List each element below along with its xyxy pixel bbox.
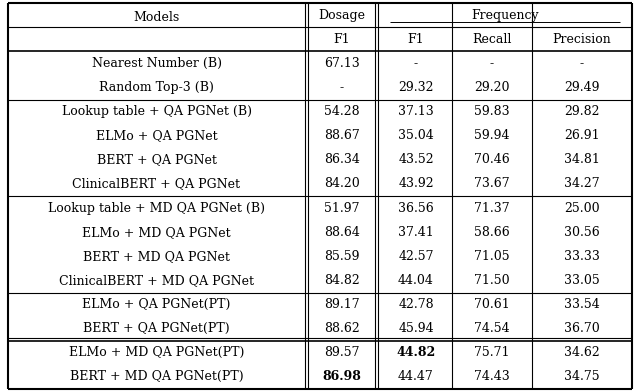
- Text: Random Top-3 (B): Random Top-3 (B): [99, 81, 214, 94]
- Text: 88.62: 88.62: [324, 322, 360, 335]
- Text: 34.81: 34.81: [564, 153, 600, 166]
- Text: 89.17: 89.17: [324, 298, 360, 311]
- Text: Lookup table + MD QA PGNet (B): Lookup table + MD QA PGNet (B): [48, 202, 265, 215]
- Text: 30.56: 30.56: [564, 226, 600, 239]
- Text: ELMo + MD QA PGNet(PT): ELMo + MD QA PGNet(PT): [69, 346, 244, 359]
- Text: 51.97: 51.97: [324, 202, 360, 215]
- Text: 29.49: 29.49: [564, 81, 600, 94]
- Text: F1: F1: [333, 33, 350, 46]
- Text: Recall: Recall: [472, 33, 512, 46]
- Text: 36.56: 36.56: [398, 202, 434, 215]
- Text: 71.50: 71.50: [474, 274, 510, 287]
- Text: F1: F1: [408, 33, 424, 46]
- Text: 35.04: 35.04: [398, 129, 434, 142]
- Text: -: -: [414, 57, 418, 70]
- Text: -: -: [490, 57, 494, 70]
- Text: Dosage: Dosage: [318, 9, 365, 22]
- Text: 67.13: 67.13: [324, 57, 360, 70]
- Text: 37.41: 37.41: [398, 226, 434, 239]
- Text: 25.00: 25.00: [564, 202, 600, 215]
- Text: 37.13: 37.13: [398, 105, 434, 118]
- Text: 89.57: 89.57: [324, 346, 360, 359]
- Text: Models: Models: [133, 11, 180, 24]
- Text: BERT + QA PGNet(PT): BERT + QA PGNet(PT): [83, 322, 230, 335]
- Text: Nearest Number (B): Nearest Number (B): [92, 57, 221, 70]
- Text: 45.94: 45.94: [398, 322, 434, 335]
- Text: Lookup table + QA PGNet (B): Lookup table + QA PGNet (B): [61, 105, 252, 118]
- Text: 44.82: 44.82: [396, 346, 436, 359]
- Text: BERT + QA PGNet: BERT + QA PGNet: [97, 153, 216, 166]
- Text: 42.57: 42.57: [398, 250, 434, 263]
- Text: ELMo + QA PGNet(PT): ELMo + QA PGNet(PT): [83, 298, 230, 311]
- Text: 33.54: 33.54: [564, 298, 600, 311]
- Text: 34.27: 34.27: [564, 178, 600, 190]
- Text: 33.33: 33.33: [564, 250, 600, 263]
- Text: 74.54: 74.54: [474, 322, 510, 335]
- Text: 74.43: 74.43: [474, 370, 510, 384]
- Text: -: -: [580, 57, 584, 70]
- Text: 71.37: 71.37: [474, 202, 510, 215]
- Text: ClinicalBERT + MD QA PGNet: ClinicalBERT + MD QA PGNet: [59, 274, 254, 287]
- Text: ELMo + QA PGNet: ELMo + QA PGNet: [96, 129, 218, 142]
- Text: 29.82: 29.82: [564, 105, 600, 118]
- Text: 33.05: 33.05: [564, 274, 600, 287]
- Text: 70.61: 70.61: [474, 298, 510, 311]
- Text: 88.64: 88.64: [324, 226, 360, 239]
- Text: ELMo + MD QA PGNet: ELMo + MD QA PGNet: [82, 226, 231, 239]
- Text: 59.94: 59.94: [474, 129, 509, 142]
- Text: 29.20: 29.20: [474, 81, 509, 94]
- Text: 43.92: 43.92: [398, 178, 434, 190]
- Text: 71.05: 71.05: [474, 250, 510, 263]
- Text: 84.82: 84.82: [324, 274, 360, 287]
- Text: 85.59: 85.59: [324, 250, 360, 263]
- Text: 70.46: 70.46: [474, 153, 510, 166]
- Text: 34.75: 34.75: [564, 370, 600, 384]
- Text: 88.67: 88.67: [324, 129, 360, 142]
- Text: 44.47: 44.47: [398, 370, 434, 384]
- Text: 73.67: 73.67: [474, 178, 510, 190]
- Text: 54.28: 54.28: [324, 105, 360, 118]
- Text: BERT + MD QA PGNet: BERT + MD QA PGNet: [83, 250, 230, 263]
- Text: 44.04: 44.04: [398, 274, 434, 287]
- Text: 43.52: 43.52: [398, 153, 434, 166]
- Text: 59.83: 59.83: [474, 105, 510, 118]
- Text: 36.70: 36.70: [564, 322, 600, 335]
- Text: 75.71: 75.71: [474, 346, 509, 359]
- Text: Frequency: Frequency: [471, 9, 539, 22]
- Text: 26.91: 26.91: [564, 129, 600, 142]
- Text: -: -: [340, 81, 344, 94]
- Text: 42.78: 42.78: [398, 298, 434, 311]
- Text: ClinicalBERT + QA PGNet: ClinicalBERT + QA PGNet: [72, 178, 241, 190]
- Text: Precision: Precision: [552, 33, 611, 46]
- Text: BERT + MD QA PGNet(PT): BERT + MD QA PGNet(PT): [70, 370, 243, 384]
- Text: 29.32: 29.32: [398, 81, 434, 94]
- Text: 86.98: 86.98: [323, 370, 361, 384]
- Text: 34.62: 34.62: [564, 346, 600, 359]
- Text: 58.66: 58.66: [474, 226, 510, 239]
- Text: 84.20: 84.20: [324, 178, 360, 190]
- Text: 86.34: 86.34: [324, 153, 360, 166]
